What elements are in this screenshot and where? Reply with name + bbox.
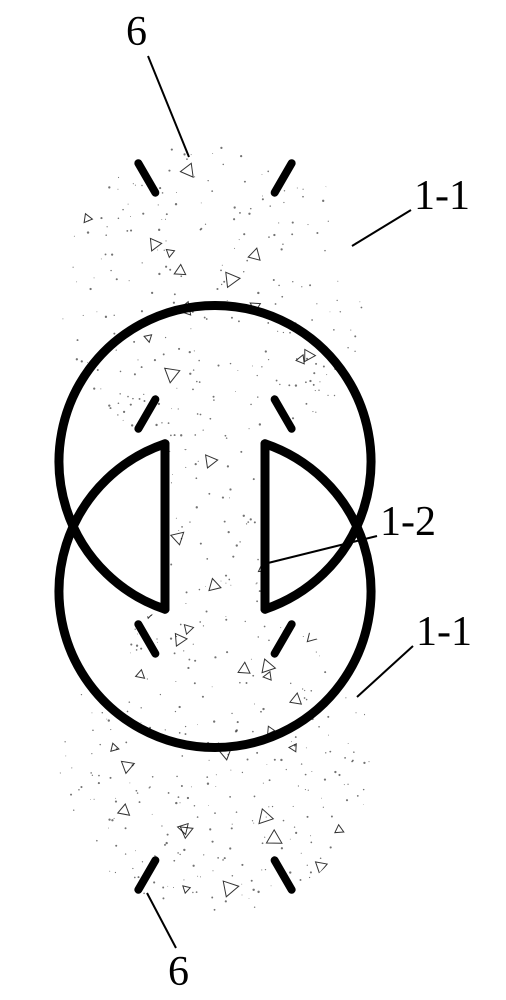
leader-top_rib (148, 56, 189, 157)
label-1-1-bottom: 1-1 (416, 608, 472, 656)
leader-bottom_circle (357, 646, 413, 697)
label-6-bottom: 6 (168, 948, 189, 996)
label-1-1-top: 1-1 (414, 172, 470, 220)
label-1-2: 1-2 (380, 498, 436, 546)
leader-top_circle (352, 210, 411, 246)
label-6-top: 6 (126, 8, 147, 56)
